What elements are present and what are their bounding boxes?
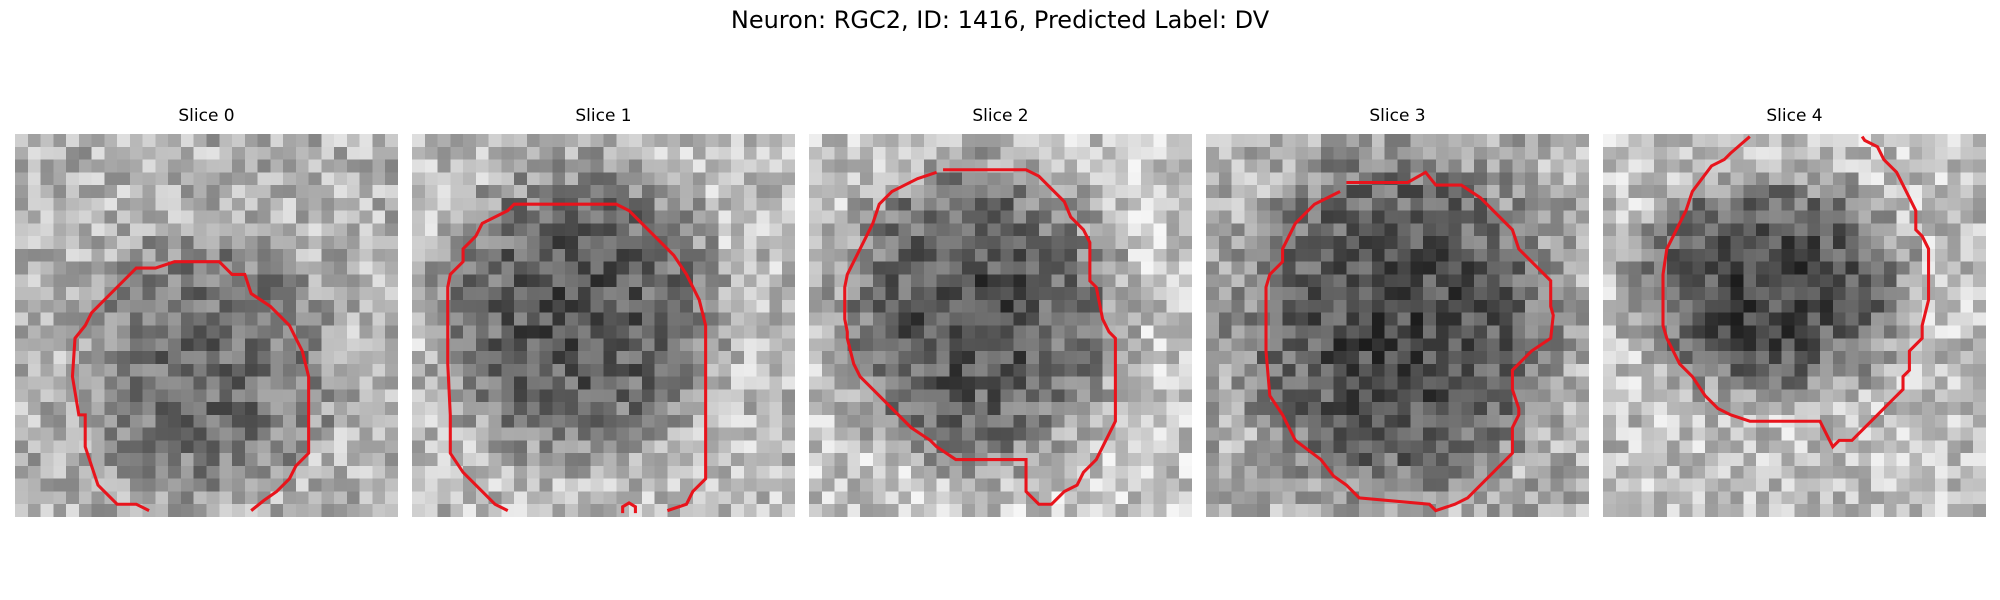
neuron-contour xyxy=(845,170,1116,504)
neuron-contour xyxy=(72,262,308,511)
neuron-contour xyxy=(1266,172,1553,510)
neuron-contour xyxy=(623,503,636,513)
contour-overlay xyxy=(412,134,795,517)
contour-overlay xyxy=(1603,134,1986,517)
slice-panel: Slice 1 xyxy=(412,106,795,518)
slice-panel: Slice 2 xyxy=(809,106,1192,518)
neuron-contour xyxy=(448,204,706,510)
slice-panel: Slice 3 xyxy=(1206,106,1589,518)
slice-panel: Slice 0 xyxy=(15,106,398,518)
slice-title: Slice 1 xyxy=(412,106,795,126)
figure-title: Neuron: RGC2, ID: 1416, Predicted Label:… xyxy=(0,6,2000,34)
contour-overlay xyxy=(15,134,398,517)
contour-overlay xyxy=(809,134,1192,517)
slice-title: Slice 3 xyxy=(1206,106,1589,126)
slice-title: Slice 4 xyxy=(1603,106,1986,126)
slice-title: Slice 2 xyxy=(809,106,1192,126)
slice-panel: Slice 4 xyxy=(1603,106,1986,518)
contour-overlay xyxy=(1206,134,1589,517)
neuron-contour xyxy=(1663,137,1929,447)
slice-title: Slice 0 xyxy=(15,106,398,126)
